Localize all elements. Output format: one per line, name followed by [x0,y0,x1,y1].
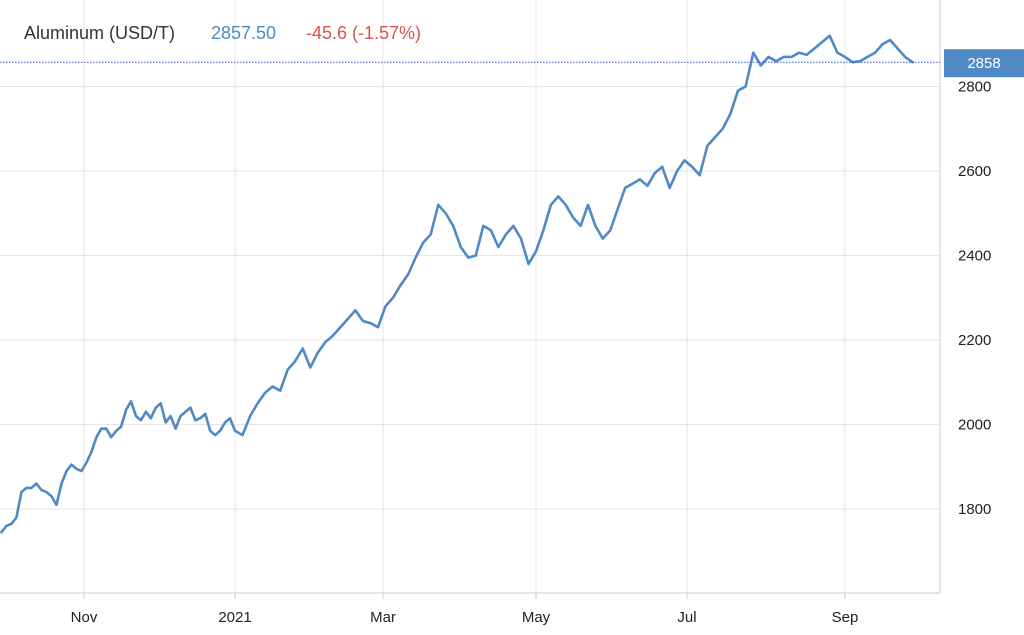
grid-lines [0,0,940,593]
last-value-badge-label: 2858 [967,55,1000,72]
instrument-title: Aluminum (USD/T) [24,23,175,43]
x-tick-label: Sep [832,609,859,626]
y-tick-label: 2000 [958,417,991,434]
price-change: -45.6 (-1.57%) [306,23,421,43]
y-tick-label: 2200 [958,332,991,349]
series-layer [0,34,940,534]
x-tick-label: Mar [370,609,396,626]
series-line-aluminum [0,34,914,534]
chart-header: Aluminum (USD/T) 2857.50 -45.6 (-1.57%) [24,23,421,43]
tick-labels: 1800 2000 2200 2400 2600 2800 Nov 2021 Mar May Jul… [71,79,992,627]
x-tick-label: Jul [677,609,696,626]
last-value-badge: 2858 [944,49,1024,78]
last-price: 2857.50 [211,23,276,43]
y-tick-label: 2800 [958,79,991,96]
y-tick-label: 2600 [958,163,991,180]
axes [0,0,941,599]
x-tick-label: 2021 [218,609,251,626]
y-tick-label: 1800 [958,501,991,518]
x-tick-label: Nov [71,609,98,626]
last-value-badge-bg [944,49,1024,78]
x-tick-label: May [522,609,551,626]
y-tick-label: 2400 [958,248,991,265]
